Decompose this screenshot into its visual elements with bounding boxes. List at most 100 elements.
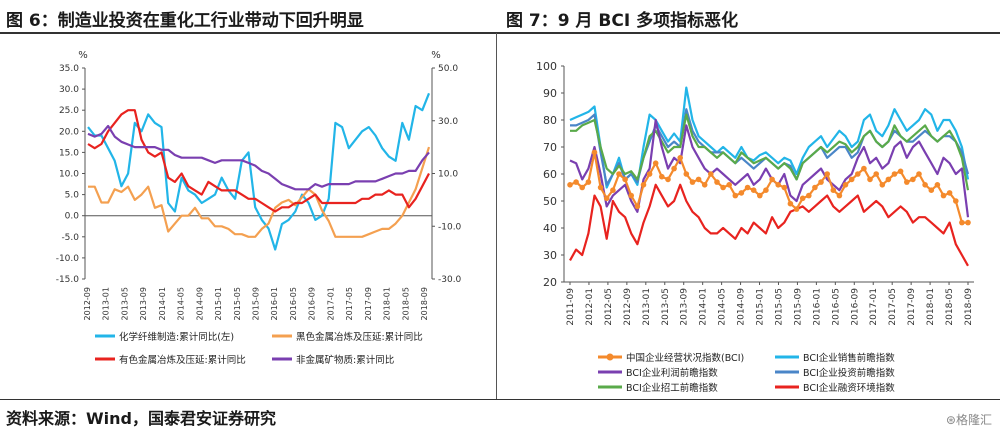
bci-point [946,190,953,196]
bci-point [873,171,879,177]
left-tick-label: 25.0 [59,106,79,116]
x-tick-label: 2018-09 [420,287,429,320]
bci-point [750,187,757,193]
left-tick-label: 35.0 [59,64,79,74]
watermark-text: 格隆汇 [955,413,992,427]
x-tick-label: 2018-01 [926,288,936,326]
legend-label-ferrous: 黑色金属冶炼及压延:累计同比 [296,331,423,343]
right-chart-title: 图 7：9 月 BCI 多项指标恶化 [506,11,739,31]
bci-point [591,149,598,156]
bci-point [806,192,812,199]
left-tick-label: -5.0 [61,233,79,243]
y-tick-label: 30 [543,249,557,262]
bci-point [573,179,579,185]
bci-index-chart: 100 90 80 70 60 50 40 30 20 2011-09 2012-01 2012-05… [536,60,974,394]
bci-point [714,179,720,185]
legend-label-bci: 中国企业经营状况指数(BCI) [626,352,744,364]
bci-point [848,176,855,183]
x-tick-label: 2016-05 [831,288,841,326]
x-tick-label: 2012-01 [585,288,595,326]
left-chart-title: 图 6：制造业投资在重化工行业带动下回升明显 [6,11,364,31]
bci-point [959,219,965,226]
bci-point [781,184,788,191]
bci-point [757,192,763,199]
x-tick-label: 2018-05 [401,287,410,320]
bci-point [726,182,732,188]
x-tick-label: 2015-05 [774,288,784,326]
y-tick-label: 60 [543,168,557,181]
x-tick-label: 2017-05 [345,287,354,320]
bci-point [861,165,867,172]
manufacturing-investment-chart: % % 35.0 30.0 25.0 20.0 15.0 10.0 5.0 0.0 -5.0 -10.… [56,50,462,366]
y-tick-label: 90 [543,87,557,100]
series-line-hiring [570,113,970,191]
bci-point [830,187,837,193]
series-line-bci [569,151,968,224]
bci-point [597,184,604,191]
bci-point [646,171,653,177]
right-tick-label: 30.0 [438,117,458,127]
bci-point [916,171,922,177]
legend-marker-bci [606,353,614,361]
watermark: ⊛格隆汇 [946,411,992,428]
bci-point [744,184,751,191]
series-line-chem [87,92,431,251]
bci-point [922,182,928,188]
bci-point [928,187,935,193]
x-tick-label: 2014-09 [195,287,204,320]
bci-point [738,190,745,196]
right-tick-label: -10.0 [438,222,462,232]
series-line-finance [569,183,969,267]
x-tick-label: 2011-09 [566,288,576,326]
x-tick-label: 2018-05 [945,288,955,326]
bci-point [585,179,592,185]
x-tick-label: 2013-09 [139,287,148,320]
left-tick-label: 15.0 [59,148,79,158]
bci-point [579,184,585,191]
x-tick-label: 2014-05 [177,287,186,320]
bci-point [793,206,800,212]
x-tick-label: 2013-05 [661,288,671,326]
x-tick-label: 2012-09 [83,287,92,320]
x-tick-label: 2018-09 [964,288,974,326]
bci-point [897,168,904,175]
bci-point [603,195,610,202]
bci-point [701,182,708,188]
legend-label-finance: BCI企业融资环境指数 [803,382,895,394]
bci-point [879,182,886,188]
x-tick-label: 2012-09 [623,288,633,326]
bci-point [812,184,818,191]
x-tick-label: 2016-09 [308,287,317,320]
x-tick-label: 2014-01 [699,288,709,326]
x-tick-label: 2017-01 [869,288,879,326]
bci-point [842,182,849,188]
source-note: 资料来源：Wind，国泰君安证券研究 [6,409,276,428]
bci-point [610,187,616,193]
y-tick-label: 70 [543,141,557,154]
x-tick-label: 2013-05 [120,287,129,320]
bci-point [763,187,769,193]
x-tick-label: 2017-05 [888,288,898,326]
x-tick-label: 2015-09 [793,288,803,326]
left-tick-label: 5.0 [65,191,80,201]
bci-point [940,192,947,199]
bci-point [885,176,892,183]
bci-point [732,192,739,199]
bci-point [616,171,622,177]
bci-point [652,160,659,166]
legend-label-hiring: BCI企业招工前瞻指数 [626,382,718,394]
x-tick-label: 2013-01 [642,288,652,326]
bci-point [720,184,726,191]
x-tick-label: 2016-09 [850,288,860,326]
left-tick-label: 20.0 [59,127,79,137]
bci-point [855,171,861,177]
bci-point [891,171,898,177]
legend-label-chem: 化学纤维制造:累计同比(左) [119,331,234,343]
bci-point [824,171,830,177]
bci-point [671,165,677,172]
x-tick-label: 2017-09 [907,288,917,326]
bci-point [775,182,781,188]
bci-point [677,155,683,161]
bci-point [665,176,671,183]
left-tick-label: 10.0 [59,170,79,180]
